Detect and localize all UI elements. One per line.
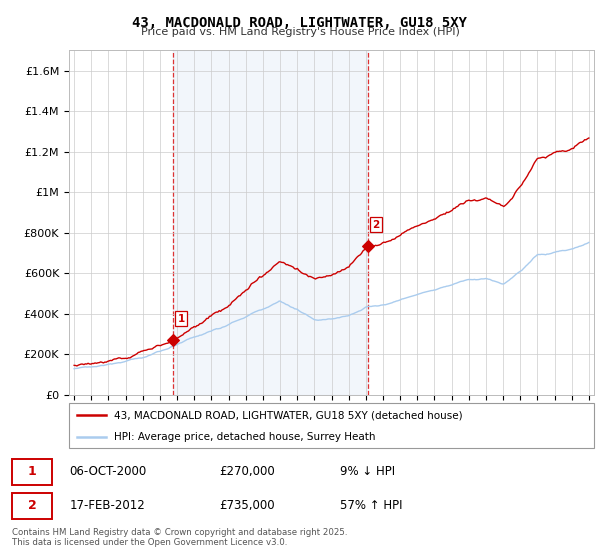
FancyBboxPatch shape xyxy=(12,459,52,485)
Text: 2: 2 xyxy=(28,499,37,512)
Text: Contains HM Land Registry data © Crown copyright and database right 2025.
This d: Contains HM Land Registry data © Crown c… xyxy=(12,528,347,547)
Bar xyxy=(173,50,368,395)
Text: 06-OCT-2000: 06-OCT-2000 xyxy=(70,465,147,478)
Text: 57% ↑ HPI: 57% ↑ HPI xyxy=(340,499,403,512)
FancyBboxPatch shape xyxy=(12,493,52,519)
FancyBboxPatch shape xyxy=(69,403,594,448)
Text: £270,000: £270,000 xyxy=(220,465,275,478)
Text: 43, MACDONALD ROAD, LIGHTWATER, GU18 5XY (detached house): 43, MACDONALD ROAD, LIGHTWATER, GU18 5XY… xyxy=(113,410,462,421)
Text: 1: 1 xyxy=(178,314,185,324)
Text: £735,000: £735,000 xyxy=(220,499,275,512)
Point xyxy=(169,335,178,344)
Text: Price paid vs. HM Land Registry's House Price Index (HPI): Price paid vs. HM Land Registry's House … xyxy=(140,27,460,37)
Text: 9% ↓ HPI: 9% ↓ HPI xyxy=(340,465,395,478)
Text: HPI: Average price, detached house, Surrey Heath: HPI: Average price, detached house, Surr… xyxy=(113,432,375,442)
Text: 2: 2 xyxy=(372,220,379,230)
Point xyxy=(363,241,373,250)
Text: 17-FEB-2012: 17-FEB-2012 xyxy=(70,499,145,512)
Text: 43, MACDONALD ROAD, LIGHTWATER, GU18 5XY: 43, MACDONALD ROAD, LIGHTWATER, GU18 5XY xyxy=(133,16,467,30)
Text: 1: 1 xyxy=(28,465,37,478)
